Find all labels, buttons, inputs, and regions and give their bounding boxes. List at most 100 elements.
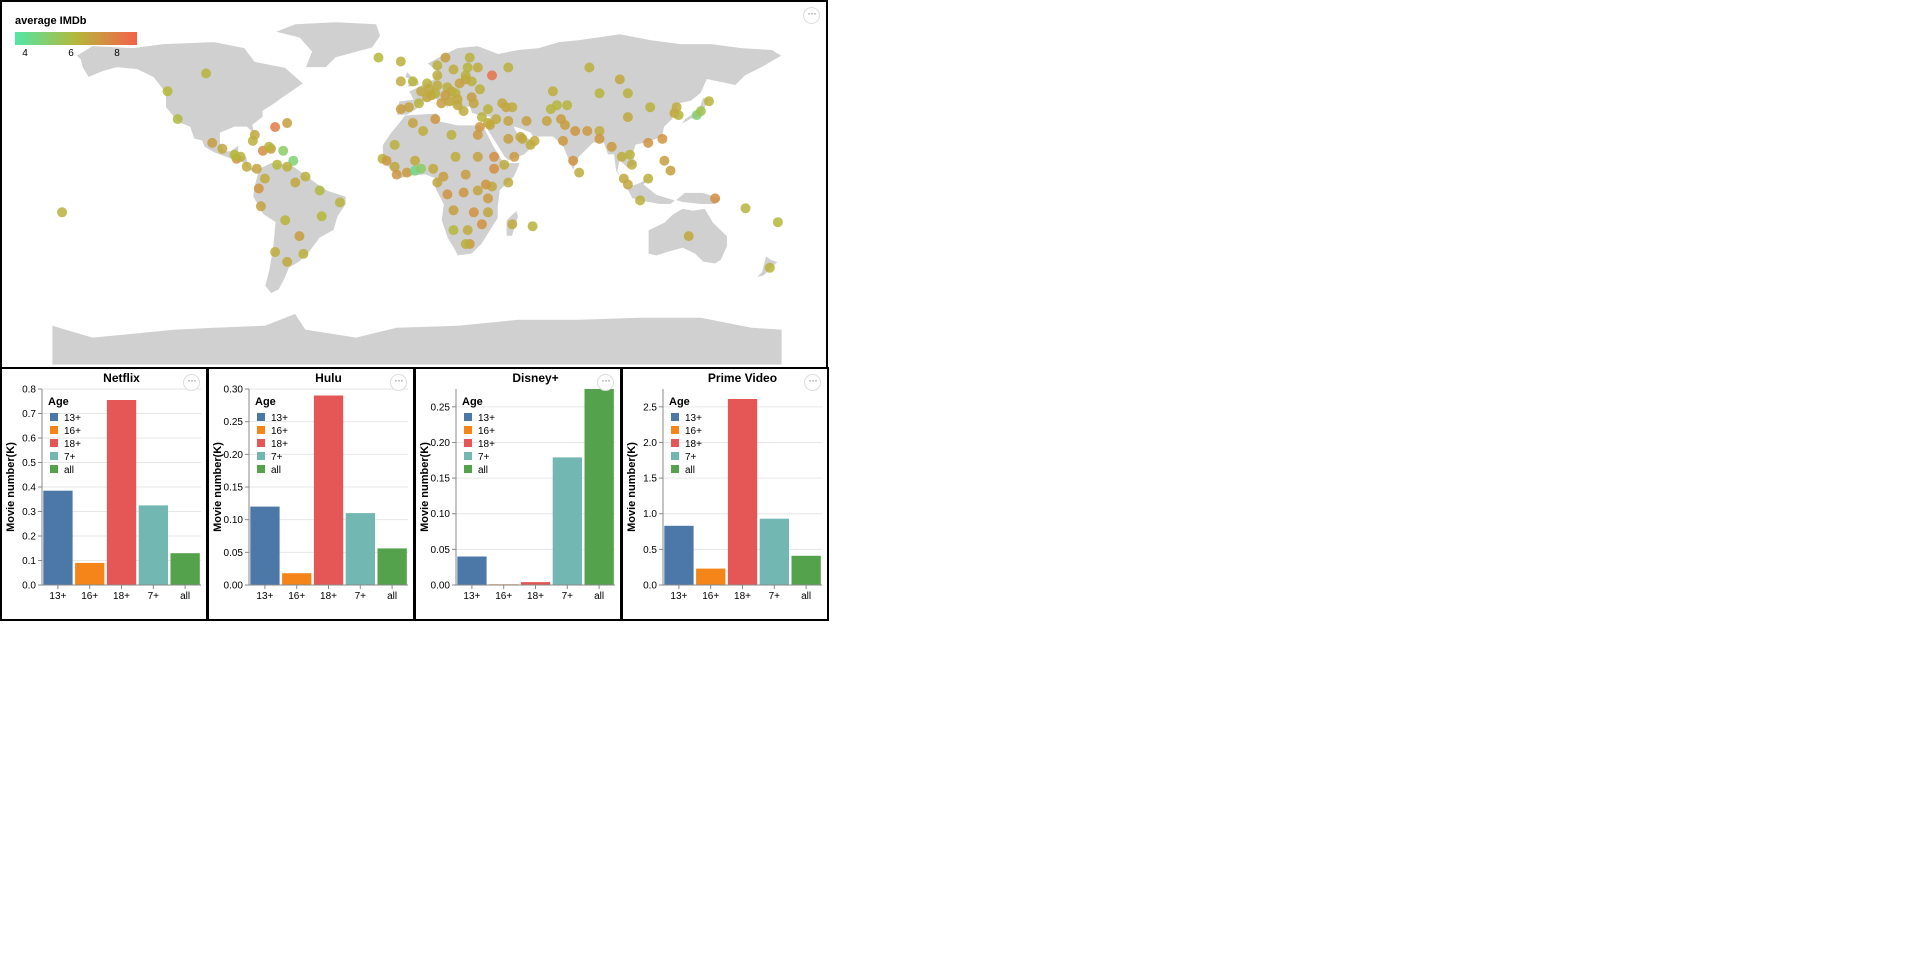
country-dot[interactable] bbox=[446, 129, 457, 140]
country-dot[interactable] bbox=[562, 100, 573, 111]
country-dot[interactable] bbox=[710, 193, 721, 204]
country-dot[interactable] bbox=[509, 151, 520, 162]
country-dot[interactable] bbox=[334, 197, 345, 208]
bar-all[interactable] bbox=[791, 555, 821, 585]
country-dot[interactable] bbox=[503, 177, 514, 188]
country-dot[interactable] bbox=[468, 207, 479, 218]
country-dot[interactable] bbox=[464, 52, 475, 63]
country-dot[interactable] bbox=[584, 62, 595, 73]
country-dot[interactable] bbox=[432, 70, 443, 81]
country-dot[interactable] bbox=[643, 137, 654, 148]
country-dot[interactable] bbox=[582, 126, 593, 136]
country-dot[interactable] bbox=[476, 112, 487, 123]
bar-13+[interactable] bbox=[664, 525, 694, 585]
country-dot[interactable] bbox=[282, 256, 293, 267]
country-dot[interactable] bbox=[480, 179, 491, 190]
country-dot[interactable] bbox=[594, 126, 605, 136]
country-dot[interactable] bbox=[673, 110, 684, 121]
country-dot[interactable] bbox=[288, 155, 299, 166]
netflix-more-button[interactable]: ··· bbox=[183, 374, 200, 391]
bar-18+[interactable] bbox=[727, 399, 758, 585]
country-dot[interactable] bbox=[255, 201, 266, 212]
country-dot[interactable] bbox=[381, 155, 392, 166]
country-dot[interactable] bbox=[452, 94, 463, 105]
country-dot[interactable] bbox=[389, 161, 400, 172]
country-dot[interactable] bbox=[614, 74, 625, 85]
country-dot[interactable] bbox=[704, 96, 714, 107]
country-dot[interactable] bbox=[740, 203, 751, 214]
bar-18+[interactable] bbox=[106, 400, 137, 585]
country-dot[interactable] bbox=[541, 116, 552, 126]
country-dot[interactable] bbox=[489, 151, 500, 162]
country-dot[interactable] bbox=[432, 60, 443, 71]
country-dot[interactable] bbox=[172, 114, 183, 125]
bar-16+[interactable] bbox=[282, 573, 312, 585]
country-dot[interactable] bbox=[278, 145, 289, 156]
country-dot[interactable] bbox=[594, 88, 605, 99]
country-dot[interactable] bbox=[270, 247, 281, 257]
country-dot[interactable] bbox=[462, 225, 473, 236]
country-dot[interactable] bbox=[483, 207, 493, 218]
country-dot[interactable] bbox=[448, 225, 459, 236]
country-dot[interactable] bbox=[422, 92, 433, 103]
country-dot[interactable] bbox=[507, 219, 518, 230]
country-dot[interactable] bbox=[574, 167, 585, 178]
country-dot[interactable] bbox=[503, 62, 514, 73]
country-dot[interactable] bbox=[472, 62, 483, 73]
country-dot[interactable] bbox=[436, 98, 447, 109]
country-dot[interactable] bbox=[395, 56, 406, 67]
country-dot[interactable] bbox=[462, 62, 473, 73]
country-dot[interactable] bbox=[772, 217, 783, 228]
country-dot[interactable] bbox=[547, 86, 558, 97]
country-dot[interactable] bbox=[616, 151, 627, 162]
country-dot[interactable] bbox=[657, 133, 668, 144]
bar-18+[interactable] bbox=[520, 582, 551, 585]
country-dot[interactable] bbox=[432, 177, 443, 188]
bar-all[interactable] bbox=[584, 389, 614, 585]
country-dot[interactable] bbox=[515, 131, 526, 142]
country-dot[interactable] bbox=[424, 84, 435, 95]
country-dot[interactable] bbox=[407, 118, 418, 128]
country-dot[interactable] bbox=[527, 221, 538, 232]
country-dot[interactable] bbox=[407, 76, 418, 87]
disney-more-button[interactable]: ··· bbox=[597, 374, 614, 391]
country-dot[interactable] bbox=[622, 112, 633, 123]
country-dot[interactable] bbox=[545, 104, 556, 115]
bar-7+[interactable] bbox=[345, 513, 375, 585]
country-dot[interactable] bbox=[247, 135, 258, 146]
country-dot[interactable] bbox=[280, 215, 291, 226]
country-dot[interactable] bbox=[622, 179, 633, 190]
country-dot[interactable] bbox=[389, 139, 400, 150]
country-dot[interactable] bbox=[401, 167, 412, 178]
country-dot[interactable] bbox=[472, 185, 483, 196]
country-dot[interactable] bbox=[497, 98, 508, 109]
country-dot[interactable] bbox=[594, 133, 605, 144]
hulu-more-button[interactable]: ··· bbox=[390, 374, 407, 391]
country-dot[interactable] bbox=[560, 120, 570, 130]
country-dot[interactable] bbox=[201, 68, 212, 79]
country-dot[interactable] bbox=[570, 126, 581, 136]
country-dot[interactable] bbox=[626, 159, 637, 170]
country-dot[interactable] bbox=[624, 149, 635, 160]
country-dot[interactable] bbox=[483, 193, 493, 204]
country-dot[interactable] bbox=[474, 84, 485, 95]
country-dot[interactable] bbox=[460, 70, 471, 81]
country-dot[interactable] bbox=[314, 185, 325, 196]
country-dot[interactable] bbox=[695, 106, 706, 117]
country-dot[interactable] bbox=[440, 52, 451, 63]
country-dot[interactable] bbox=[442, 189, 453, 200]
country-dot[interactable] bbox=[264, 141, 274, 152]
country-dot[interactable] bbox=[229, 149, 240, 160]
country-dot[interactable] bbox=[507, 102, 518, 113]
country-dot[interactable] bbox=[529, 135, 540, 146]
country-dot[interactable] bbox=[622, 88, 633, 99]
country-dot[interactable] bbox=[489, 163, 500, 174]
country-dot[interactable] bbox=[483, 104, 493, 115]
country-dot[interactable] bbox=[458, 187, 469, 198]
country-dot[interactable] bbox=[259, 173, 270, 184]
country-dot[interactable] bbox=[448, 64, 459, 75]
country-dot[interactable] bbox=[418, 126, 429, 136]
country-dot[interactable] bbox=[373, 52, 384, 63]
country-dot[interactable] bbox=[207, 137, 218, 148]
country-dot[interactable] bbox=[474, 122, 485, 132]
